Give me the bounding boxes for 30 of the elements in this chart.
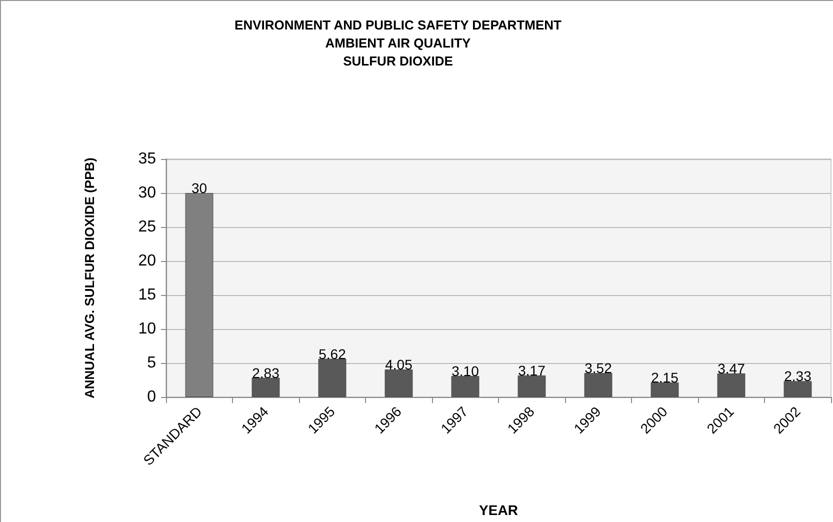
data-label: 4.05	[385, 356, 413, 372]
bar	[717, 373, 746, 397]
data-label: 3.17	[518, 362, 546, 378]
data-label: 3.10	[452, 362, 480, 379]
data-label: 3.47	[718, 360, 746, 376]
data-label: 3.52	[584, 360, 612, 376]
bar	[451, 376, 480, 397]
bar	[584, 373, 612, 397]
data-label: 2.15	[651, 369, 679, 386]
y-tick-label: 30	[138, 184, 156, 202]
bar	[650, 382, 679, 397]
y-axis-title: ANNUAL AVG. SULFUR DIOXIDE (PPB)	[82, 158, 97, 398]
y-tick-label: 10	[138, 320, 156, 338]
data-label: 30	[191, 180, 208, 196]
bar	[784, 381, 812, 397]
chart-title: ENVIRONMENT AND PUBLIC SAFETY DEPARTMENT AMBIENT AIR QUALITY SULFUR DIOXIDE	[234, 18, 562, 68]
bar	[252, 378, 280, 397]
y-tick-label: 0	[147, 388, 156, 406]
data-label: 2.33	[784, 368, 812, 384]
data-label: 5.62	[318, 346, 346, 362]
bar	[318, 358, 346, 397]
y-tick-label: 35	[138, 150, 156, 168]
y-tick-label: 5	[147, 354, 156, 372]
data-label: 2.83	[252, 364, 280, 381]
bar	[518, 375, 546, 397]
y-tick-label: 20	[138, 252, 156, 270]
y-tick-label: 15	[138, 286, 156, 304]
x-axis-title: YEAR	[479, 502, 518, 518]
y-tick-label: 25	[138, 218, 156, 236]
bar	[384, 369, 413, 397]
